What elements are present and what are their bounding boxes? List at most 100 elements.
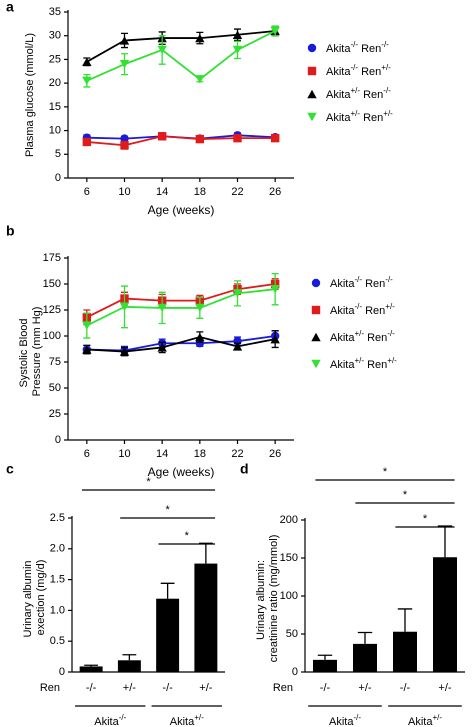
marker <box>307 43 317 53</box>
marker <box>233 133 242 143</box>
y-tick-label: 150 <box>43 278 61 290</box>
marker <box>157 132 167 141</box>
row-label: Ren <box>273 682 293 694</box>
y-axis-label: Systolic Blood Pressure (mm Hg) <box>18 307 43 400</box>
y-tick-label: 100 <box>280 590 298 602</box>
y-tick-label: 25 <box>49 53 61 65</box>
y-tick-label: 125 <box>43 304 61 316</box>
significance-label: * <box>146 476 151 488</box>
marker <box>270 334 280 344</box>
y-tick-label: 10 <box>49 124 61 136</box>
significance-label: * <box>185 530 190 542</box>
x-tick-label: 6 <box>84 448 90 460</box>
legend-label: Akita+/- Ren+/- <box>330 356 397 371</box>
legend-label: Akita-/- Ren+/- <box>326 63 391 78</box>
series-line <box>86 283 276 319</box>
bar <box>156 598 180 672</box>
error-bar <box>357 631 373 644</box>
y-tick-label: 15 <box>49 101 61 113</box>
y-tick-label: 0 <box>55 434 61 446</box>
bar <box>194 563 218 672</box>
panel-label: c <box>6 461 14 477</box>
y-tick-label: 200 <box>280 514 298 526</box>
x-tick-label: 14 <box>156 186 168 198</box>
marker <box>195 75 205 84</box>
marker <box>157 343 167 352</box>
category-label: +/- <box>123 682 136 694</box>
marker <box>307 112 317 122</box>
series-line <box>86 135 276 147</box>
marker <box>82 76 92 85</box>
error-bar <box>84 664 99 667</box>
error-bar <box>160 582 175 599</box>
marker <box>270 26 280 36</box>
y-axis-label: Urinary albumin: creatinine ratio (mg/mm… <box>255 535 280 666</box>
bar <box>79 666 103 672</box>
y-tick-label: 35 <box>49 6 61 18</box>
bar <box>117 660 141 672</box>
panel-label: d <box>240 461 249 477</box>
group-label: Akita-/- <box>94 713 126 727</box>
group-label: Akita-/- <box>329 713 361 727</box>
y-tick-label: 2.5 <box>50 512 65 524</box>
marker <box>82 321 92 330</box>
series-line <box>86 288 276 327</box>
y-tick-label: 50 <box>49 382 61 394</box>
category-label: -/- <box>400 682 411 694</box>
marker <box>157 45 167 55</box>
error-bar <box>437 525 453 558</box>
x-tick-label: 18 <box>194 448 206 460</box>
x-tick-label: 6 <box>84 186 90 198</box>
y-tick-label: 25 <box>49 408 61 420</box>
y-tick-label: 2.0 <box>50 543 65 555</box>
marker <box>119 302 130 312</box>
panel-label: a <box>6 0 14 15</box>
y-axis-label: Plasma glucose (mmol/L) <box>24 33 36 157</box>
bar <box>353 643 377 672</box>
y-tick-label: 0 <box>55 172 61 184</box>
marker <box>82 345 92 354</box>
marker <box>232 30 243 39</box>
marker <box>82 57 92 66</box>
significance-label: * <box>383 466 388 478</box>
error-bar <box>397 608 413 632</box>
y-tick-label: 5 <box>55 148 61 160</box>
marker <box>311 305 321 315</box>
x-axis-label: Age (weeks) <box>148 203 215 217</box>
marker <box>119 36 130 45</box>
marker <box>307 89 317 99</box>
series-line <box>86 30 276 82</box>
y-tick-label: 175 <box>43 252 61 264</box>
y-tick-label: 1.0 <box>50 604 65 616</box>
series-line <box>86 335 276 352</box>
x-tick-label: 14 <box>156 448 168 460</box>
x-tick-label: 10 <box>118 186 130 198</box>
bar <box>393 631 417 672</box>
category-label: +/- <box>358 682 371 694</box>
row-label: Ren <box>40 682 60 694</box>
marker <box>307 66 317 76</box>
x-axis-label: Age (weeks) <box>148 465 215 479</box>
x-tick-label: 22 <box>231 448 243 460</box>
marker <box>232 289 243 298</box>
x-tick-label: 10 <box>118 448 130 460</box>
y-tick-label: 0.5 <box>50 635 65 647</box>
x-tick-label: 22 <box>231 186 243 198</box>
y-tick-label: 20 <box>49 77 61 89</box>
marker <box>270 133 280 143</box>
error-bar <box>198 542 213 564</box>
category-label: +/- <box>438 682 451 694</box>
marker <box>195 134 205 144</box>
category-label: -/- <box>162 682 173 694</box>
legend-label: Akita-/- Ren-/- <box>326 40 389 55</box>
bar <box>313 659 337 672</box>
marker <box>82 137 92 147</box>
error-bar <box>122 654 137 661</box>
y-tick-label: 30 <box>49 30 61 42</box>
marker <box>311 359 321 369</box>
marker <box>232 45 243 55</box>
category-label: -/- <box>86 682 97 694</box>
legend-label: Akita+/- Ren-/- <box>330 329 395 344</box>
marker <box>232 342 243 351</box>
